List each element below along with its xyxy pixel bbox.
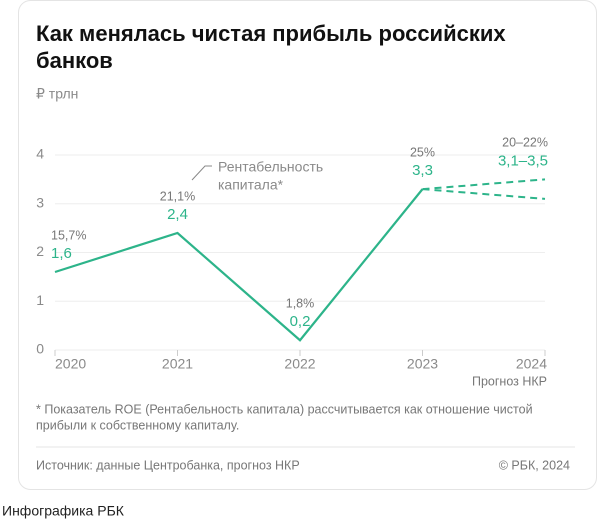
caption: Инфографика РБК — [2, 503, 125, 519]
y-tick-label: 3 — [36, 194, 44, 210]
value-label: 1,6 — [51, 245, 72, 262]
x-tick-label: 2020 — [55, 356, 86, 372]
title: банков — [36, 48, 113, 73]
x-tick-label: 2022 — [284, 356, 315, 372]
value-label: 3,1–3,5 — [498, 152, 548, 169]
y-tick-label: 4 — [36, 146, 44, 162]
roe-label: 20–22% — [502, 136, 548, 150]
roe-label: 25% — [410, 145, 435, 159]
card — [18, 0, 597, 490]
forecast-line — [422, 188, 546, 200]
annotation-pointer — [191, 165, 212, 181]
roe-label: 15,7% — [51, 228, 86, 242]
y-tick-label: 2 — [36, 243, 44, 259]
title: Как менялась чистая прибыль российских — [36, 21, 506, 46]
y-tick-label: 0 — [36, 341, 44, 357]
x-tick-label: 2021 — [162, 356, 193, 372]
value-label: 3,3 — [412, 162, 433, 179]
line — [54, 188, 424, 342]
roe-label: 1,8% — [286, 297, 315, 311]
value-label: 2,4 — [167, 206, 188, 223]
x-tick-label: 2023 — [407, 356, 438, 372]
footnote: * Показатель ROE (Рентабельность капитал… — [36, 402, 533, 416]
annotation: капитала* — [218, 177, 284, 193]
footnote: прибыли к собственному капиталу. — [36, 418, 239, 432]
value-label: 0,2 — [290, 313, 311, 330]
source: Источник: данные Центробанка, прогноз НК… — [36, 458, 300, 472]
roe-label: 21,1% — [160, 189, 195, 203]
y-tick-label: 1 — [36, 292, 44, 308]
x-sublabel: Прогноз НКР — [472, 374, 547, 388]
x-tick-label: 2024 — [516, 356, 547, 372]
forecast-line — [422, 178, 546, 191]
unit-label: ₽ трлн — [36, 86, 78, 102]
annotation: Рентабельность — [218, 159, 323, 175]
copyright: © РБК, 2024 — [499, 458, 570, 472]
